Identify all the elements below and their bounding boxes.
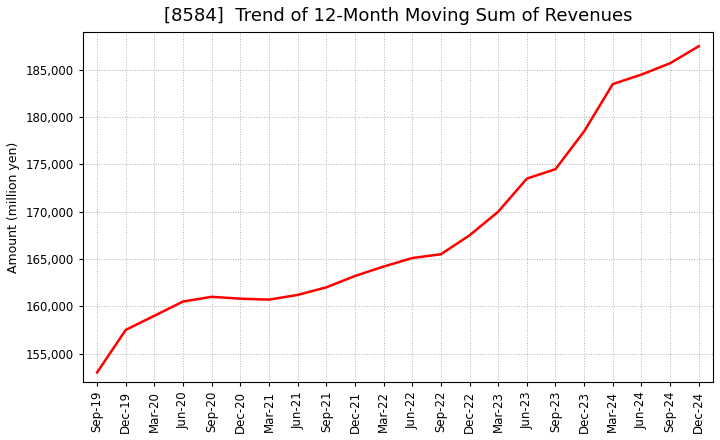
Title: [8584]  Trend of 12-Month Moving Sum of Revenues: [8584] Trend of 12-Month Moving Sum of R… xyxy=(163,7,632,25)
Y-axis label: Amount (million yen): Amount (million yen) xyxy=(7,141,20,273)
